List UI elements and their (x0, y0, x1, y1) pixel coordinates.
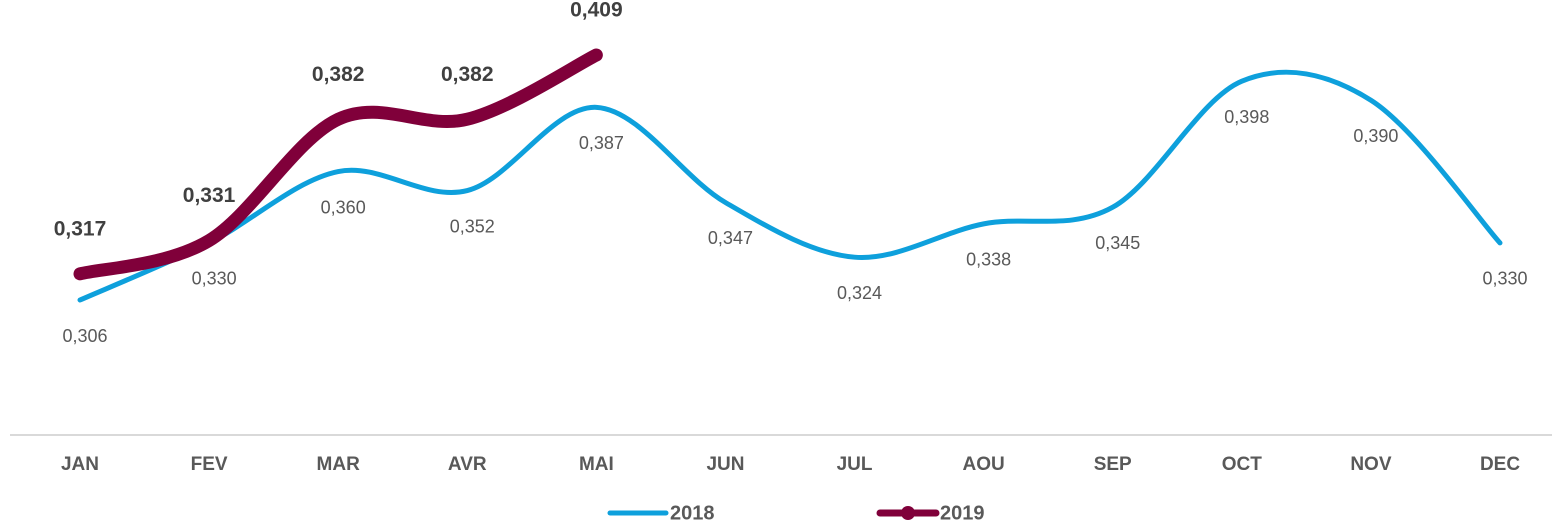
legend-label: 2018 (670, 502, 715, 522)
data-label: 0,382 (441, 63, 494, 86)
x-tick-label: MAI (579, 454, 614, 475)
x-tick-label: FEV (191, 454, 228, 475)
data-label: 0,338 (966, 250, 1011, 270)
data-label: 0,330 (192, 269, 237, 289)
data-label: 0,324 (837, 283, 882, 303)
data-label: 0,398 (1224, 107, 1269, 127)
x-tick-label: JAN (61, 454, 99, 475)
legend-label: 2019 (940, 502, 985, 522)
x-tick-label: SEP (1094, 454, 1132, 475)
data-label: 0,347 (708, 228, 753, 248)
data-label: 0,317 (54, 217, 107, 240)
x-tick-label: JUL (837, 454, 873, 475)
x-tick-label: JUN (706, 454, 744, 475)
data-label: 0,360 (321, 197, 366, 217)
data-label: 0,390 (1353, 126, 1398, 146)
x-tick-label: DEC (1480, 454, 1520, 475)
x-tick-label: NOV (1350, 454, 1392, 475)
x-tick-label: AOU (963, 454, 1005, 475)
data-label: 0,345 (1095, 233, 1140, 253)
data-label: 0,409 (570, 0, 623, 22)
data-label: 0,306 (62, 326, 107, 346)
series-line (77, 69, 1503, 303)
x-tick-label: AVR (448, 454, 487, 475)
data-label: 0,382 (312, 63, 365, 86)
x-tick-label: MAR (317, 454, 361, 475)
data-label: 0,387 (579, 133, 624, 153)
x-tick-label: OCT (1222, 454, 1263, 475)
data-label: 0,331 (183, 184, 236, 207)
legend-marker (901, 506, 915, 520)
series-line (73, 48, 603, 281)
data-label: 0,352 (450, 216, 495, 236)
data-label: 0,330 (1482, 269, 1527, 289)
